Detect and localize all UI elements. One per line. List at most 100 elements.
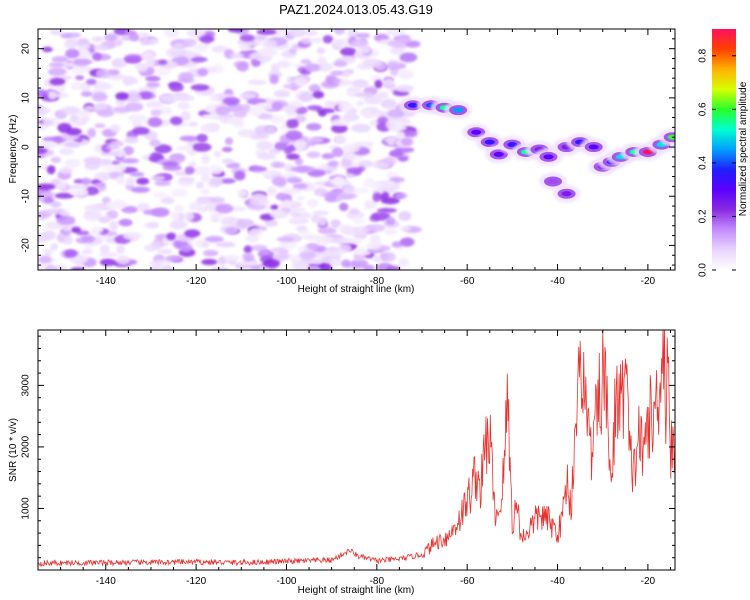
noise-cell [293,76,308,86]
noise-cell [38,261,46,270]
noise-cell [81,234,95,243]
noise-cell [91,52,102,61]
noise-cell [343,238,362,245]
signal-peak [642,149,653,155]
noise-cell [351,79,369,89]
noise-cell [193,43,209,52]
noise-cell [292,182,308,190]
noise-cell [145,75,161,82]
noise-cell [169,153,186,164]
noise-cell [343,185,356,194]
noise-cell [95,68,111,79]
noise-cell [331,124,348,134]
noise-cell [310,257,324,266]
noise-cell [47,67,67,77]
noise-cell [239,34,255,42]
noise-cell [70,114,79,122]
noise-cell [209,93,220,102]
noise-cell [345,172,355,178]
noise-cell [162,161,180,168]
noise-cell [99,258,116,267]
spectrogram-y-ticks: -20 -10 0 10 20 [21,28,675,266]
noise-cell [166,232,177,241]
noise-cell [158,59,168,65]
noise-cell [220,216,237,226]
noise-cell [115,92,129,101]
noise-cell [144,58,156,69]
noise-cell [288,47,298,55]
noise-cell [363,200,377,210]
noise-cell [188,202,204,211]
noise-cell [157,248,173,255]
noise-cell [122,231,142,241]
noise-cell [377,116,389,126]
noise-cell [290,166,310,173]
noise-cell [371,211,391,221]
snr-x-axis-label: Height of straight line (km) [298,585,415,596]
noise-cell [132,126,150,135]
noise-cell [366,242,381,250]
noise-cell [154,144,172,154]
noise-cell [327,160,339,167]
noise-cell [395,36,410,43]
noise-cell [288,29,306,38]
signal-peak [667,134,675,140]
noise-cell [396,130,405,139]
noise-cell [271,101,284,111]
x-tick-label: -60 [460,576,475,587]
noise-cell [118,219,132,226]
noise-cell [224,227,238,235]
noise-cell [236,62,249,72]
noise-cell [269,209,288,219]
noise-cell [116,175,125,185]
noise-cell [310,37,323,43]
noise-cell [248,227,264,237]
noise-cell [138,32,149,39]
colorbar-tick-label: 0.8 [698,48,709,62]
noise-cell [136,202,150,212]
noise-cell [323,100,335,108]
noise-cell [70,68,84,74]
noise-cell [142,209,163,216]
noise-cell [130,186,150,193]
noise-cell [87,209,102,219]
noise-cell [395,84,414,93]
signal-peak [493,151,504,157]
noise-cell [399,52,418,63]
noise-cell [124,136,139,144]
noise-cell [322,35,334,44]
noise-cell [116,149,126,158]
noise-cell [362,108,372,119]
noise-cell [376,91,389,100]
noise-cell [87,128,97,138]
noise-cell [101,196,112,205]
colorbar-label: Normalized spectral amplitude [738,81,749,216]
noise-cell [111,59,125,68]
x-tick-label: -100 [276,576,296,587]
noise-cell [341,71,350,78]
noise-cell [287,254,303,262]
noise-cell [313,187,328,197]
noise-cell [346,167,364,174]
noise-cell [199,35,215,43]
noise-cell [243,245,253,254]
noise-cell [106,144,120,150]
signal-peak [588,144,599,150]
noise-cell [91,92,108,102]
noise-cell [350,259,369,269]
colorbar-tick-label: 0.4 [698,156,709,170]
noise-cell [306,151,321,159]
noise-cell [384,229,398,235]
noise-cell [204,235,224,243]
noise-cell [42,117,60,127]
noise-cell [174,170,188,177]
snr-x-ticks: -140 -120 -100 -80 -60 -40 -20 [37,330,671,587]
noise-cell [91,36,104,42]
noise-cell [357,160,374,168]
noise-cell [342,113,360,122]
noise-cell [385,119,396,130]
noise-cell [394,192,408,199]
noise-cell [109,220,119,231]
noise-cell [201,258,218,266]
x-tick-label: -120 [186,576,206,587]
